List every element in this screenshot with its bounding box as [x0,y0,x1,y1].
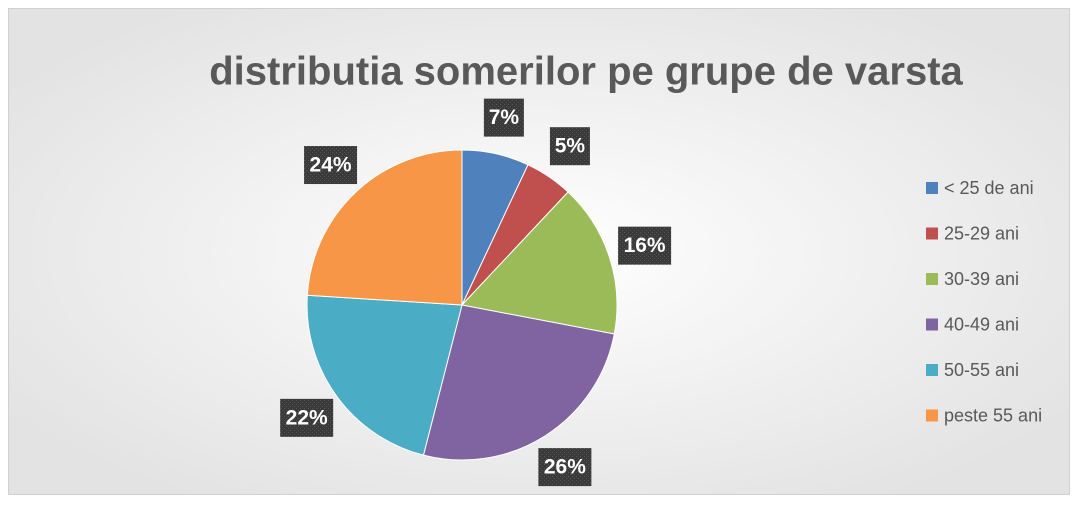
legend-label: < 25 de ani [944,178,1034,198]
data-label: 22% [286,406,328,429]
pie-slice [306,149,463,306]
legend-label: 50-55 ani [944,360,1019,380]
data-label: 16% [624,234,666,257]
chart-title: distributia somerilor pe grupe de varsta [209,50,963,94]
legend-swatch [926,318,938,331]
legend-swatch [926,364,938,376]
legend-label: 30-39 ani [944,269,1019,289]
legend-swatch [926,227,938,240]
legend-label: peste 55 ani [944,405,1042,425]
data-label-box [538,448,592,487]
legend-swatch [926,409,938,422]
legend-swatch [926,273,938,285]
legend-label: 40-49 ani [944,314,1019,334]
legend-swatch [926,182,938,194]
data-label-box [483,98,524,137]
data-label: 7% [489,106,520,129]
pie-slice [461,191,618,335]
data-label: 24% [310,154,352,177]
data-label-box [304,146,358,185]
pie-slice [422,304,615,461]
legend-label: 25-29 ani [944,223,1019,243]
pie-slice [306,294,463,456]
data-label: 26% [544,456,586,479]
data-label-box [280,398,334,437]
data-label-box [618,226,672,265]
data-label: 5% [555,135,586,158]
data-label-box [549,127,590,166]
